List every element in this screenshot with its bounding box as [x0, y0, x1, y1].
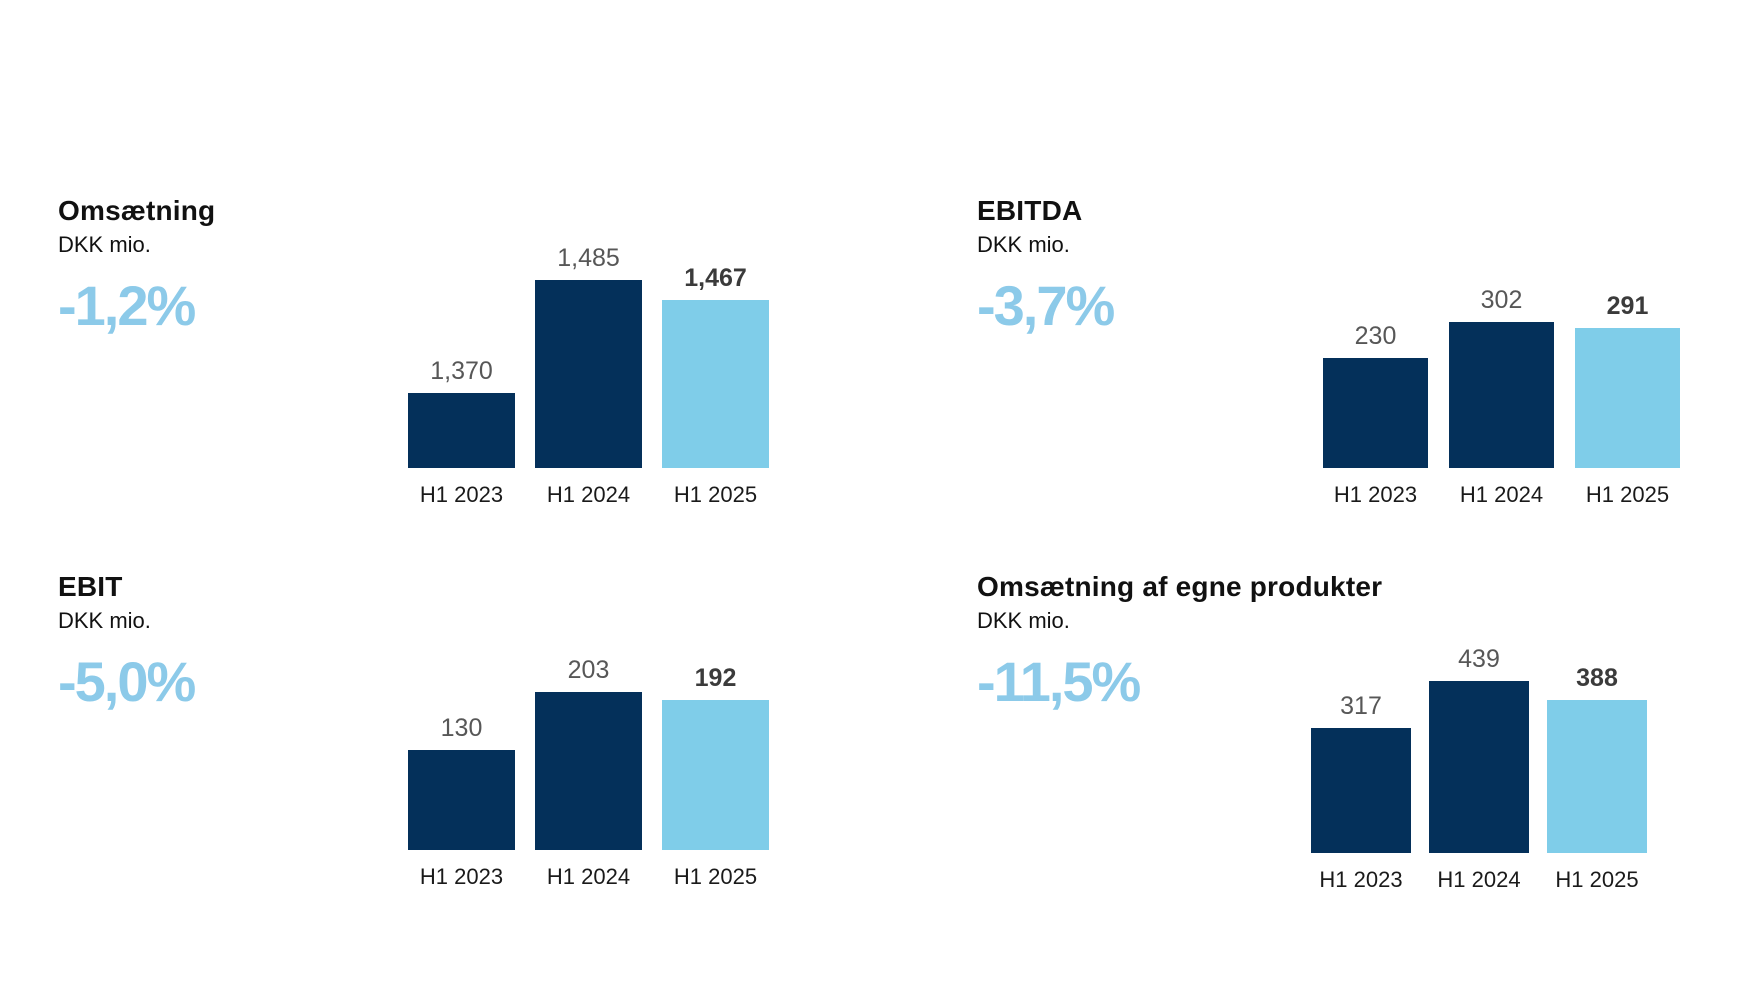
bar-category-label: H1 2025	[1585, 482, 1670, 507]
bar-category-label: H1 2023	[419, 482, 504, 507]
bar-h1-2023	[408, 393, 515, 468]
bar-category-label: H1 2024	[1459, 482, 1544, 507]
bar-h1-2024	[1449, 322, 1554, 468]
bar-category-label: H1 2024	[546, 482, 631, 507]
bar-h1-2025	[662, 700, 769, 850]
chart-omsaetning-egne-produkter: Omsætning af egne produkter DKK mio. -11…	[977, 572, 1744, 922]
bar-category-label: H1 2023	[1333, 482, 1418, 507]
chart-title: Omsætning af egne produkter	[977, 571, 1383, 602]
change-percentage: -5,0%	[58, 650, 196, 713]
bar-category-label: H1 2025	[673, 482, 758, 507]
bar-h1-2023	[1323, 358, 1428, 468]
bar-category-label: H1 2025	[673, 864, 758, 889]
bar-category-label: H1 2024	[1437, 867, 1521, 892]
bar-value-label: 130	[440, 714, 483, 742]
chart-unit-label: DKK mio.	[58, 232, 151, 257]
chart-omsaetning: Omsætning DKK mio. -1,2% 1,370 H1 2023 1,4…	[58, 196, 830, 546]
change-percentage: -11,5%	[977, 650, 1141, 713]
bar-category-label: H1 2023	[419, 864, 504, 889]
change-percentage: -3,7%	[977, 274, 1115, 337]
chart-ebitda: EBITDA DKK mio. -3,7% 230 H1 2023 302 H1 20…	[977, 196, 1744, 546]
chart-title: EBIT	[58, 571, 123, 602]
chart-ebit: EBIT DKK mio. -5,0% 130 H1 2023 203 H1 2024…	[58, 572, 830, 922]
change-percentage: -1,2%	[58, 274, 196, 337]
bar-h1-2023	[1311, 728, 1411, 853]
chart-title: Omsætning	[58, 195, 216, 226]
bar-value-label: 1,370	[430, 357, 493, 385]
bar-h1-2025	[1547, 700, 1647, 853]
bar-h1-2023	[408, 750, 515, 850]
chart-unit-label: DKK mio.	[977, 232, 1070, 257]
bar-category-label: H1 2024	[546, 864, 631, 889]
chart-unit-label: DKK mio.	[58, 608, 151, 633]
bar-category-label: H1 2025	[1555, 867, 1639, 892]
bar-h1-2024	[535, 692, 642, 850]
bar-h1-2025	[1575, 328, 1680, 468]
chart-title: EBITDA	[977, 195, 1083, 226]
chart-unit-label: DKK mio.	[977, 608, 1070, 633]
bar-category-label: H1 2023	[1319, 867, 1403, 892]
